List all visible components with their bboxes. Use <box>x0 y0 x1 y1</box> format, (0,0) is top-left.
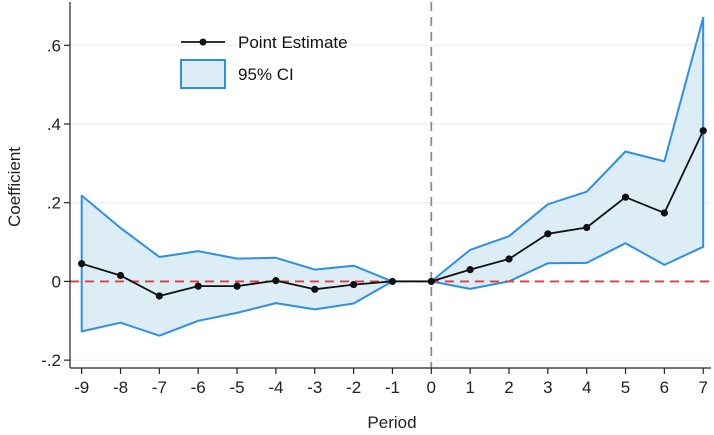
point-estimate--1 <box>388 277 397 286</box>
x-tick-label-5: -4 <box>268 378 283 397</box>
point-estimate--3 <box>311 285 319 293</box>
point-estimate-3 <box>544 230 552 238</box>
x-tick-label-0: -9 <box>74 378 89 397</box>
point-estimate-2 <box>505 255 513 263</box>
legend-point-estimate-label: Point Estimate <box>238 33 348 52</box>
x-tick-label-9: 0 <box>427 378 436 397</box>
x-tick-label-14: 5 <box>621 378 630 397</box>
point-estimate-7 <box>699 127 707 135</box>
x-tick-label-6: -3 <box>307 378 322 397</box>
point-estimate--9 <box>78 260 86 268</box>
ci-band <box>80 16 705 337</box>
y-tick-label-2: .2 <box>47 194 61 213</box>
y-tick-label-1: 0 <box>52 272 61 291</box>
point-estimate--7 <box>155 292 163 300</box>
point-estimate--8 <box>116 271 125 280</box>
point-estimate-6 <box>660 209 668 217</box>
tick-labels: -.2 0 .2 .4 .6 -9 -8 -7 -6 -5 -4 -3 -2 -1 0 1 2 3 4 5 6 7 <box>41 36 708 397</box>
x-tick-label-4: -5 <box>229 378 244 397</box>
x-tick-label-15: 6 <box>660 378 669 397</box>
legend-ci-swatch <box>180 59 226 89</box>
x-tick-label-10: 1 <box>465 378 474 397</box>
x-tick-label-11: 2 <box>504 378 513 397</box>
x-tick-label-13: 4 <box>582 378 591 397</box>
x-axis-title: Period <box>367 413 416 432</box>
y-axis-title: Coefficient <box>5 147 24 227</box>
x-tick-label-16: 7 <box>698 378 707 397</box>
legend-ci-label: 95% CI <box>238 65 294 84</box>
point-estimate-1 <box>466 266 474 274</box>
legend: Point Estimate 95% CI <box>180 33 348 89</box>
x-tick-label-2: -7 <box>152 378 167 397</box>
point-estimate-4 <box>583 223 591 232</box>
y-tick-label-4: .6 <box>47 36 61 55</box>
x-tick-label-3: -6 <box>191 378 206 397</box>
x-tick-label-1: -8 <box>113 378 128 397</box>
point-estimate--2 <box>349 280 358 289</box>
point-estimate-0 <box>427 277 435 286</box>
x-tick-label-12: 3 <box>543 378 552 397</box>
x-tick-label-7: -2 <box>346 378 361 397</box>
point-estimate--5 <box>233 282 241 290</box>
point-estimate-5 <box>621 193 630 201</box>
y-tick-label-3: .4 <box>47 115 61 134</box>
point-estimate--4 <box>272 277 280 285</box>
legend-point-estimate-marker <box>199 38 207 46</box>
axes <box>69 2 711 369</box>
x-tick-label-8: -1 <box>385 378 400 397</box>
y-tick-label-0: -.2 <box>41 351 61 370</box>
point-estimate--6 <box>194 282 202 290</box>
point-estimate-markers <box>78 127 707 300</box>
